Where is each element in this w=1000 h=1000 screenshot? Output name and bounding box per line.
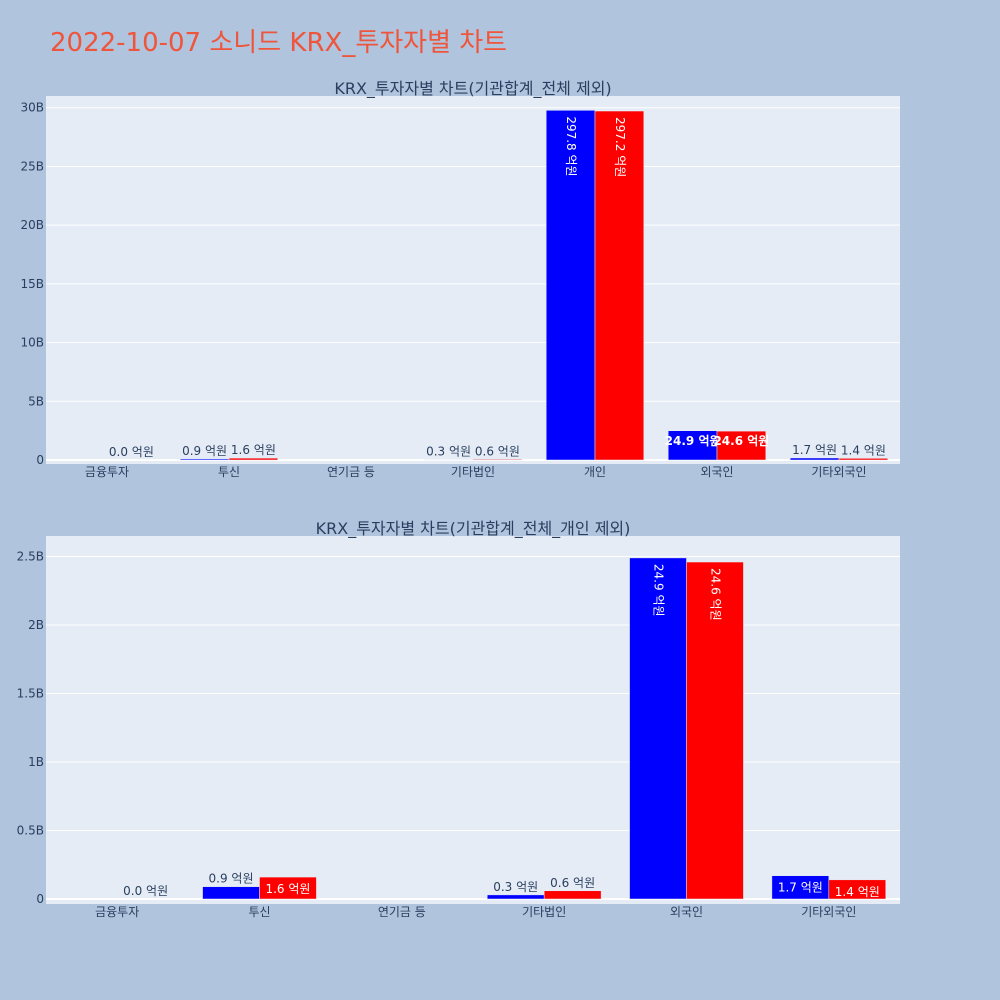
bar [472,459,523,461]
bar [545,110,596,461]
plot-area [46,96,900,464]
data-label: 297.2 억원 [613,117,627,177]
y-tick-label: 1B [28,755,44,769]
bar [629,557,687,900]
y-tick-label: 2B [28,618,44,632]
y-tick-label: 25B [20,159,44,173]
x-tick-label: 금융투자 [85,465,129,479]
data-label: 0.3 억원 [493,880,538,894]
y-tick-label: 1.5B [17,687,44,701]
data-label: 0.6 억원 [475,444,520,458]
plot-area [46,536,900,904]
bar [543,890,602,900]
bar [202,886,260,900]
data-label: 297.8 억원 [564,116,578,176]
x-tick-label: 기타외국인 [811,465,866,479]
bar [828,879,887,900]
x-tick-label: 기타법인 [522,905,566,919]
x-tick-label: 연기금 등 [378,905,426,919]
y-tick-label: 0 [36,892,44,906]
bar [667,430,718,461]
data-label: 24.9 억원 [665,434,721,448]
data-label: 1.7 억원 [778,881,823,895]
bar [228,457,279,461]
y-tick-label: 0.5B [17,824,44,838]
data-label: 0.0 억원 [123,884,168,898]
data-label: 1.6 억원 [265,882,310,896]
x-tick-label: 기타법인 [451,465,495,479]
y-tick-label: 30B [20,101,44,115]
data-label: 0.0 억원 [109,445,154,459]
data-label: 24.6 억원 [713,434,769,448]
y-tick-label: 5B [28,394,44,408]
x-tick-label: 개인 [584,465,606,479]
y-tick-label: 10B [20,336,44,350]
x-tick-label: 기타외국인 [801,905,856,919]
chart-panel-1: 0 5B 10B 15B 20B 25B 30B KRX_투자자별 차트(기관합계_전체 제외… [20,79,900,479]
y-tick-label: 0 [36,453,44,467]
data-label: 24.6 억원 [708,568,722,621]
x-tick-label: 금융투자 [95,905,139,919]
bar [686,561,744,900]
data-label: 0.3 억원 [426,445,471,459]
data-label: 1.6 억원 [231,443,276,457]
y-tick-label: 15B [20,277,44,291]
data-label: 24.9 억원 [652,564,666,617]
bar [486,894,545,900]
chart-panel-2: 0 0.5B 1B 1.5B 2B 2.5B KRX_투자자별 차트(기관합계_전체_개인 … [17,519,900,919]
chart-title: KRX_투자자별 차트(기관합계_전체_개인 제외) [316,519,631,539]
x-tick-label: 투신 [218,465,240,479]
x-tick-label: 외국인 [670,905,703,919]
x-tick-label: 연기금 등 [327,465,375,479]
x-tick-label: 외국인 [700,465,733,479]
x-tick-label: 투신 [248,905,270,919]
bar [179,458,230,461]
page-title: 2022-10-07 소니드 KRX_투자자별 차트 [50,28,508,58]
data-label: 1.4 억원 [835,885,880,899]
bar [594,110,645,461]
data-label: 0.9 억원 [182,444,227,458]
bar [838,458,889,461]
y-tick-label: 2.5B [17,550,44,564]
bar [716,430,767,461]
bar [259,876,317,900]
data-label: 1.4 억원 [841,443,886,457]
data-label: 0.9 억원 [209,872,254,886]
chart-title: KRX_투자자별 차트(기관합계_전체 제외) [334,79,611,99]
data-label: 0.6 억원 [550,876,595,890]
data-label: 1.7 억원 [792,443,837,457]
y-tick-label: 20B [20,218,44,232]
bar [789,457,840,461]
